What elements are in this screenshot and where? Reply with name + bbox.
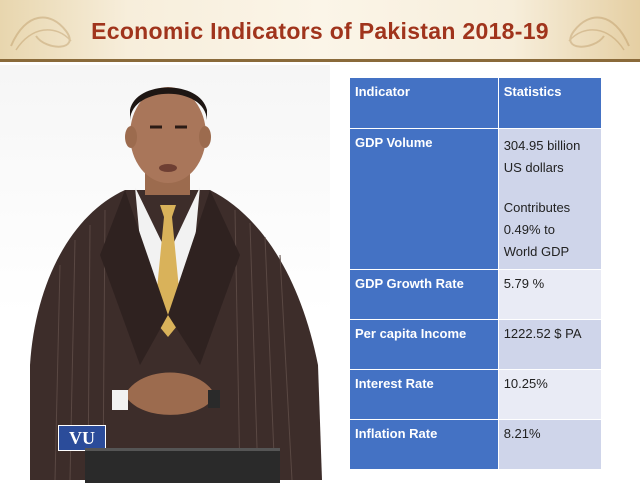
indicator-cell: Per capita Income xyxy=(349,319,499,370)
statistic-line: US dollars xyxy=(503,160,564,175)
statistic-cell: 10.25% xyxy=(497,369,603,420)
statistic-cell: 5.79 % xyxy=(497,269,603,320)
table-row: Inflation Rate 8.21% xyxy=(349,419,603,470)
statistic-cell: 304.95 billion US dollars Contributes 0.… xyxy=(497,128,603,270)
column-header-indicator: Indicator xyxy=(349,77,499,129)
statistic-note-line: 0.49% to xyxy=(503,222,556,237)
statistic-cell: 8.21% xyxy=(497,419,603,470)
table-row: Per capita Income 1222.52 $ PA xyxy=(349,319,603,370)
statistic-note-line: Contributes xyxy=(503,200,571,215)
decorative-swirl-icon xyxy=(10,16,72,51)
indicator-cell: Inflation Rate xyxy=(349,419,499,470)
indicator-cell: Interest Rate xyxy=(349,369,499,420)
presenter-video xyxy=(0,65,330,480)
slide-title: Economic Indicators of Pakistan 2018-19 xyxy=(91,18,549,44)
indicator-cell: GDP Volume xyxy=(349,128,499,270)
statistic-line: 304.95 billion xyxy=(503,138,581,153)
column-header-statistics: Statistics xyxy=(497,77,603,129)
indicators-table: Indicator Statistics GDP Volume 304.95 b… xyxy=(349,77,603,470)
vu-logo: VU xyxy=(58,425,106,451)
table-row: GDP Growth Rate 5.79 % xyxy=(349,269,603,320)
decorative-swirl-icon xyxy=(568,16,630,51)
table-row: GDP Volume 304.95 billion US dollars Con… xyxy=(349,128,603,270)
indicator-cell: GDP Growth Rate xyxy=(349,269,499,320)
slide-title-bar: Economic Indicators of Pakistan 2018-19 xyxy=(0,0,640,62)
statistic-note-line: World GDP xyxy=(503,244,570,259)
podium xyxy=(85,448,280,483)
table-row: Interest Rate 10.25% xyxy=(349,369,603,420)
presenter-figure xyxy=(30,87,322,480)
statistic-cell: 1222.52 $ PA xyxy=(497,319,603,370)
table-header-row: Indicator Statistics xyxy=(349,77,603,129)
